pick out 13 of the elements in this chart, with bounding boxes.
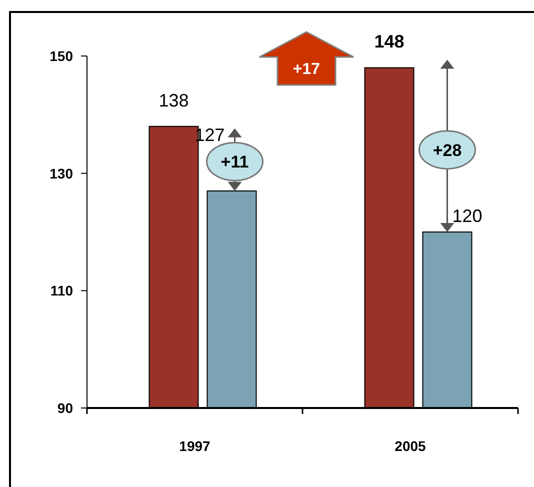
y-tick-label: 130 bbox=[50, 165, 74, 182]
data-label: 120 bbox=[452, 206, 482, 226]
data-label: 138 bbox=[158, 90, 189, 110]
up-arrow-icon: +17 bbox=[258, 31, 354, 86]
y-tick-label: 90 bbox=[57, 400, 74, 416]
y-tick-label: 150 bbox=[50, 48, 74, 64]
x-tick-label: 2005 bbox=[394, 438, 426, 454]
data-label: 148 bbox=[374, 32, 404, 52]
x-tick-label: 1997 bbox=[179, 438, 211, 454]
annotation: +11 bbox=[220, 152, 249, 172]
annotation: +28 bbox=[432, 140, 462, 160]
y-tick-label: 110 bbox=[50, 282, 74, 299]
annotation: +17 bbox=[292, 61, 320, 78]
